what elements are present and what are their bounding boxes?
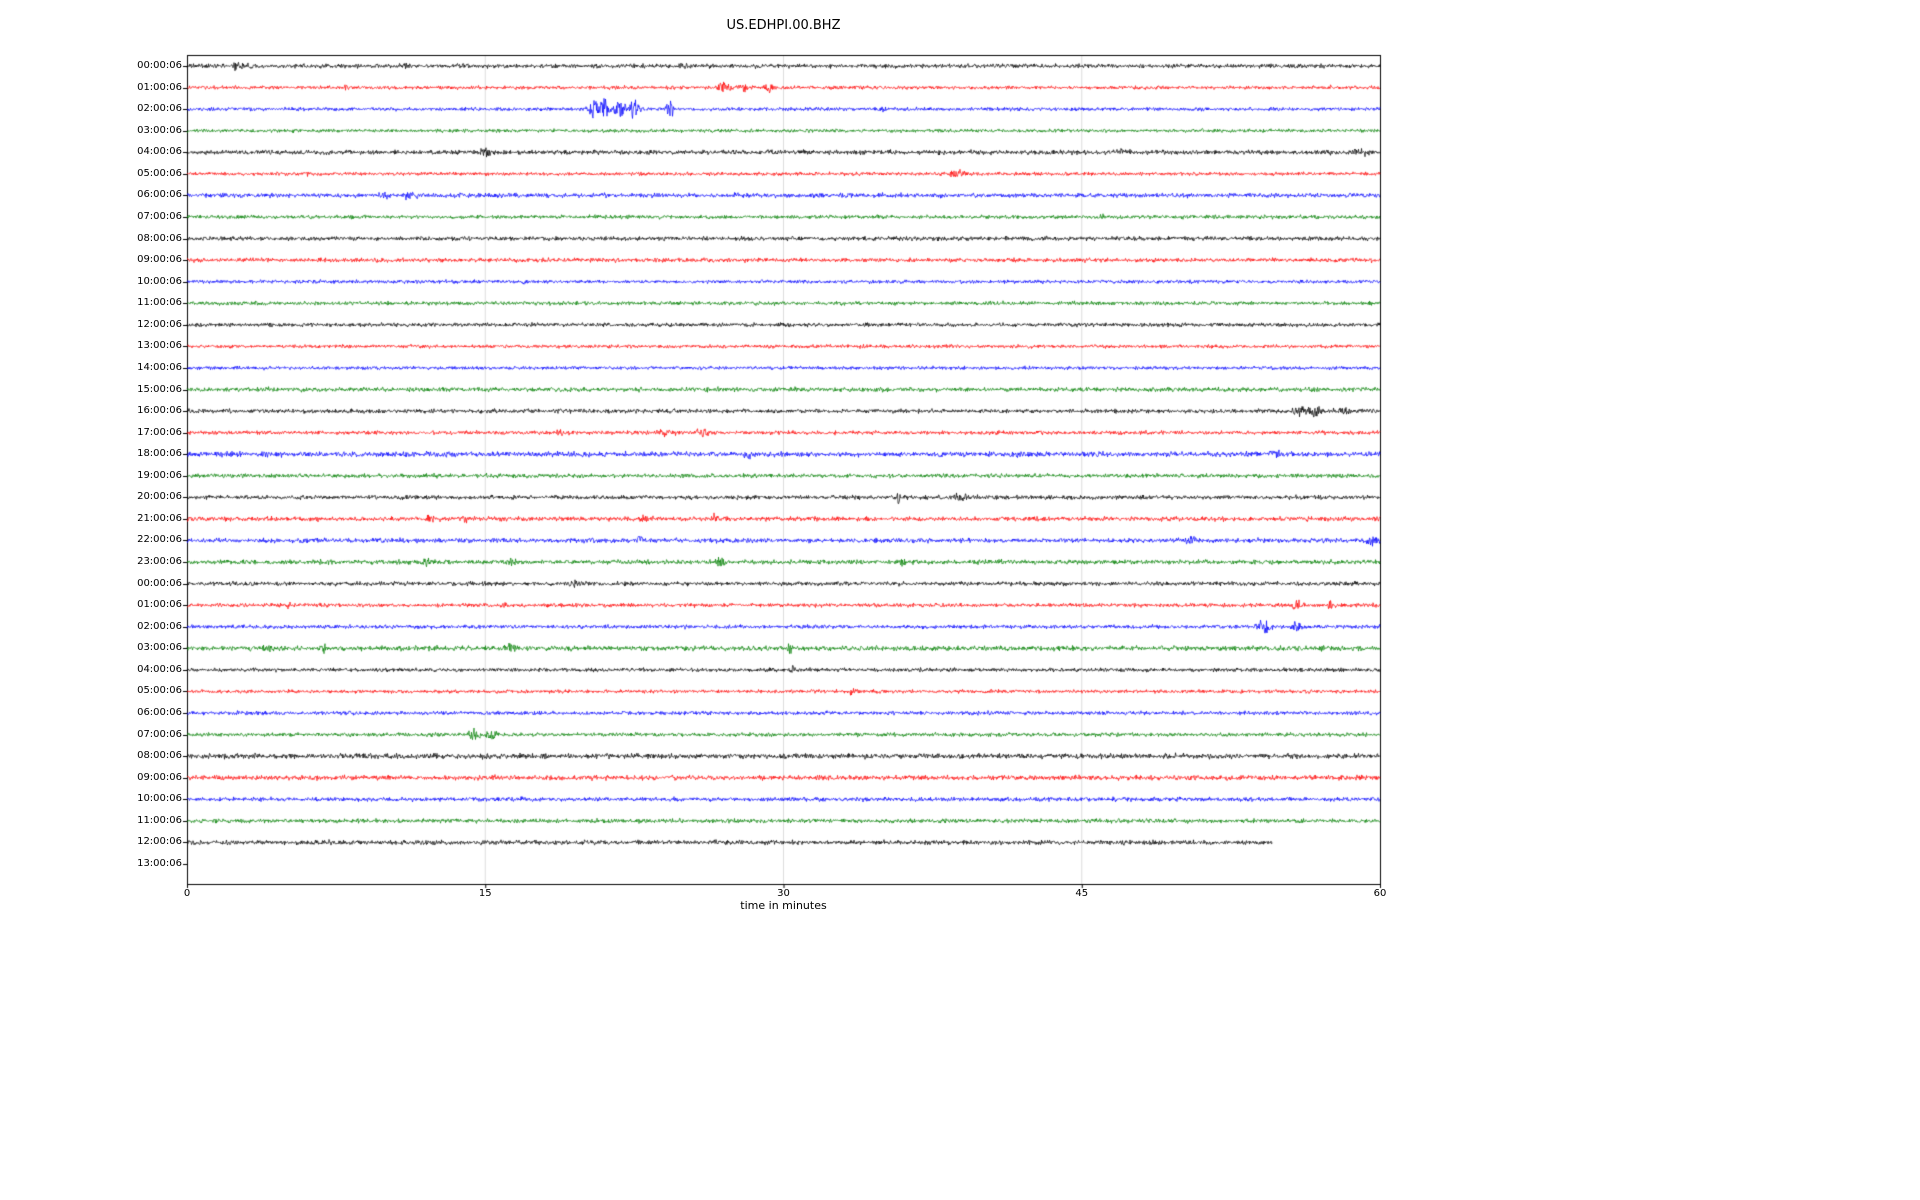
x-axis-label: time in minutes: [740, 899, 827, 912]
chart-title: US.EDHPI.00.BHZ: [726, 18, 841, 33]
y-tick-label: 05:00:06: [137, 167, 182, 179]
y-tick-label: 07:00:06: [137, 728, 182, 740]
y-tick-label: 02:00:06: [137, 103, 182, 115]
y-tick-label: 12:00:06: [137, 836, 182, 848]
y-tick-label: 02:00:06: [137, 620, 182, 632]
y-tick-label: 11:00:06: [137, 814, 182, 826]
y-tick-label: 10:00:06: [137, 275, 182, 287]
y-tick-label: 18:00:06: [137, 448, 182, 460]
y-tick-label: 04:00:06: [137, 663, 182, 675]
y-tick-label: 19:00:06: [137, 469, 182, 481]
x-tick-label: 45: [1075, 888, 1089, 899]
y-tick-label: 10:00:06: [137, 793, 182, 805]
y-tick-label: 01:00:06: [137, 599, 182, 611]
y-tick-label: 17:00:06: [137, 426, 182, 438]
x-tick-label: 60: [1373, 888, 1387, 899]
y-tick-label: 03:00:06: [137, 124, 182, 136]
y-tick-label: 14:00:06: [137, 361, 182, 373]
y-tick-label: 23:00:06: [137, 556, 182, 568]
y-tick-label: 01:00:06: [137, 81, 182, 93]
y-tick-label: 12:00:06: [137, 318, 182, 330]
y-tick-label: 08:00:06: [137, 750, 182, 762]
x-tick-label: 30: [777, 888, 790, 899]
y-tick-label: 20:00:06: [137, 491, 182, 503]
y-tick-label: 07:00:06: [137, 210, 182, 222]
y-tick-label: 03:00:06: [137, 642, 182, 654]
y-tick-label: 09:00:06: [137, 254, 182, 266]
x-tick-label: 15: [478, 888, 492, 899]
y-tick-label: 06:00:06: [137, 707, 182, 719]
y-tick-label: 00:00:06: [137, 577, 182, 589]
y-tick-label: 00:00:06: [137, 60, 182, 71]
y-tick-label: 13:00:06: [137, 340, 182, 352]
y-tick-label: 13:00:06: [137, 858, 182, 869]
y-tick-label: 16:00:06: [137, 405, 182, 417]
y-tick-label: 06:00:06: [137, 189, 182, 201]
y-tick-label: 15:00:06: [137, 383, 182, 395]
y-tick-label: 08:00:06: [137, 232, 182, 244]
y-tick-label: 09:00:06: [137, 771, 182, 783]
y-tick-label: 11:00:06: [137, 297, 182, 309]
x-tick-label: 0: [183, 888, 191, 899]
y-tick-label: 05:00:06: [137, 685, 182, 697]
y-tick-label: 04:00:06: [137, 146, 182, 158]
y-tick-label: 22:00:06: [137, 534, 182, 546]
y-tick-label: 21:00:06: [137, 512, 182, 524]
